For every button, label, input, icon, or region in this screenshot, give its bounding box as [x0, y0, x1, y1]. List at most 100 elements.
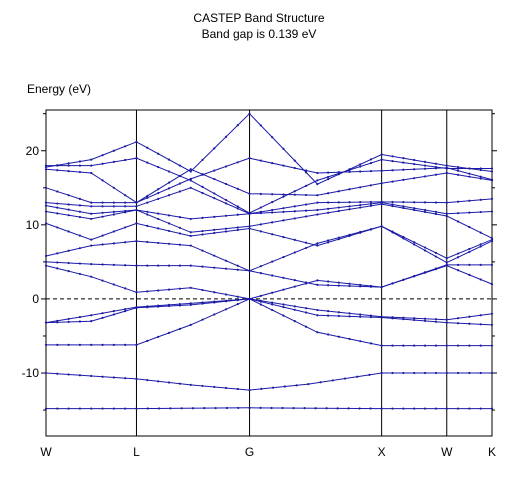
band-point — [213, 197, 216, 200]
band-point — [112, 186, 115, 189]
band-point — [327, 192, 330, 195]
band-point — [271, 291, 274, 294]
band-point — [146, 224, 149, 227]
band-point — [271, 386, 275, 389]
band-point — [178, 327, 181, 330]
band-point — [78, 247, 82, 250]
band-point — [282, 276, 285, 279]
band-point — [157, 227, 160, 230]
band-point — [44, 201, 48, 204]
band-point — [348, 284, 351, 288]
band-point — [434, 371, 438, 375]
band-point — [413, 177, 416, 180]
band-point — [316, 331, 319, 334]
band-point — [146, 290, 149, 293]
band-point — [468, 263, 471, 266]
band-point — [236, 205, 239, 208]
band-point — [112, 210, 115, 213]
band-point — [490, 170, 494, 173]
band-point — [157, 241, 160, 245]
band-point — [359, 186, 362, 189]
band-point — [369, 170, 373, 173]
band-point — [224, 214, 228, 217]
band-point — [456, 167, 460, 170]
band-point — [146, 213, 149, 216]
x-tick-label: L — [133, 445, 140, 459]
band-line — [45, 222, 493, 259]
band-point — [44, 164, 48, 167]
band-point — [146, 339, 149, 342]
band-point — [490, 371, 494, 375]
band-point — [124, 209, 127, 213]
band-point — [413, 208, 416, 212]
band-point — [282, 164, 285, 167]
band-point — [56, 343, 59, 346]
band-point — [292, 406, 295, 410]
band-point — [303, 407, 306, 410]
band-point — [157, 304, 160, 307]
band-point — [67, 164, 70, 167]
band-point — [67, 214, 70, 217]
band-point — [468, 407, 471, 410]
band-point — [236, 207, 239, 210]
band-point — [146, 146, 149, 149]
band-point — [90, 320, 93, 323]
band-point — [112, 343, 115, 346]
band-point — [271, 161, 274, 165]
band-point — [445, 261, 448, 264]
band-point — [337, 206, 340, 209]
chart-subtitle: Band gap is 0.139 eV — [201, 27, 317, 41]
band-point — [316, 314, 319, 317]
band-point — [434, 267, 438, 270]
band-point — [201, 318, 204, 321]
band-point — [402, 371, 405, 375]
band-point — [293, 166, 296, 170]
band-point — [56, 319, 59, 322]
band-point — [391, 407, 394, 410]
band-point — [259, 265, 262, 268]
band-point — [327, 241, 330, 244]
band-point — [112, 149, 115, 152]
band-point — [337, 238, 340, 241]
band-point — [189, 264, 192, 267]
band-point — [67, 261, 70, 265]
band-point — [434, 251, 438, 254]
band-point — [67, 249, 70, 252]
band-point — [78, 262, 82, 265]
band-point — [248, 112, 251, 115]
band-point — [413, 168, 416, 171]
band-point — [101, 234, 104, 237]
band-point — [468, 167, 471, 170]
band-point — [78, 210, 82, 213]
band-point — [157, 212, 160, 215]
band-point — [236, 124, 239, 127]
y-tick-label: 0 — [32, 292, 39, 306]
band-point — [490, 237, 494, 240]
band-point — [358, 407, 361, 410]
band-point — [67, 317, 70, 321]
band-point — [391, 282, 394, 285]
band-point — [248, 388, 251, 392]
band-point — [327, 178, 330, 181]
band-point — [67, 343, 70, 346]
band-point — [67, 373, 70, 376]
band-point — [479, 323, 482, 326]
band-point — [124, 226, 127, 229]
band-point — [101, 205, 104, 208]
band-point — [391, 200, 394, 204]
band-point — [112, 213, 115, 216]
band-point — [78, 343, 82, 346]
band-point — [124, 407, 127, 410]
band-point — [380, 371, 383, 375]
band-point — [157, 188, 160, 191]
band-point — [189, 231, 192, 234]
band-point — [369, 161, 373, 165]
band-point — [157, 335, 160, 338]
band-point — [434, 162, 438, 165]
band-point — [359, 313, 362, 316]
band-point — [101, 279, 104, 282]
band-point — [391, 371, 394, 375]
band-point — [201, 229, 204, 233]
chart-title: CASTEP Band Structure — [193, 11, 325, 25]
band-point — [213, 385, 216, 389]
